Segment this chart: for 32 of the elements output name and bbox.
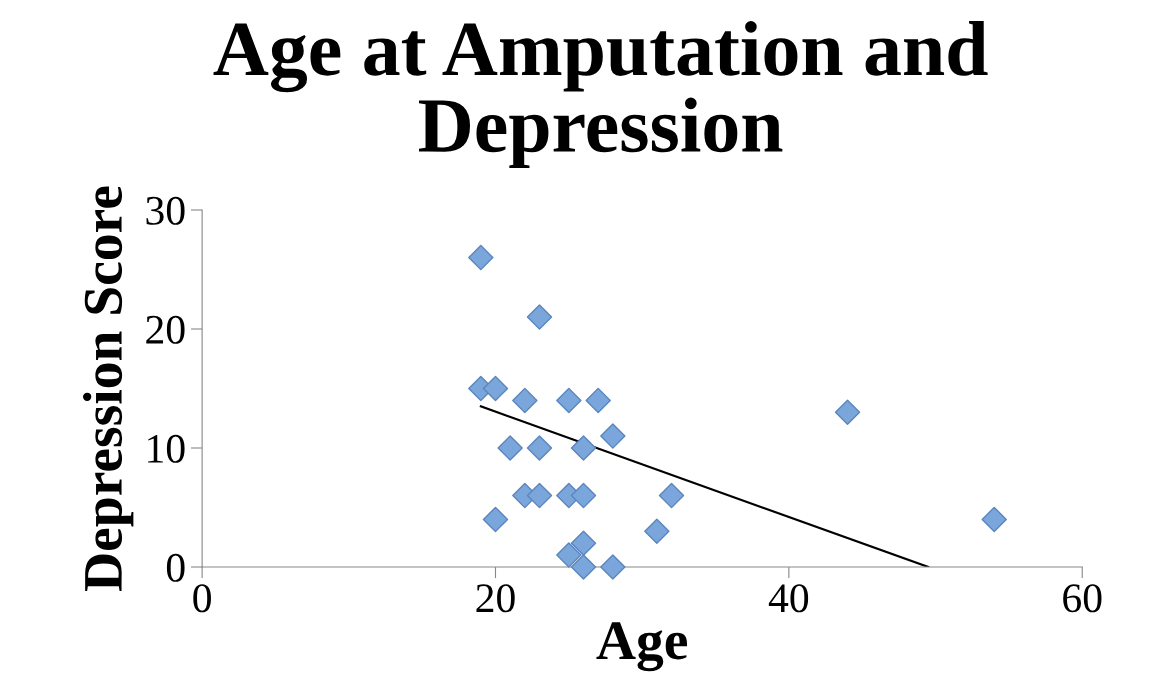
point [570,435,597,461]
point [585,387,611,414]
point [570,530,597,556]
point [981,506,1007,533]
x-axis-title: Age [596,622,688,672]
point [556,387,582,414]
point [526,304,553,330]
y-tick-label: 10 [148,434,185,463]
point [482,375,509,402]
point [468,244,494,271]
y-tick-label: 20 [146,315,185,344]
point [570,482,597,509]
y-tick-label: 30 [146,196,185,225]
point [834,399,861,426]
point [497,435,523,461]
point [526,482,553,509]
y-axis-title: Depression Score [82,186,134,591]
point [512,387,538,414]
x-tick-label: 20 [476,584,515,613]
point [556,542,582,568]
point [570,554,597,580]
chart-title: Age at Amputation and Depression [213,21,988,169]
point [600,423,626,449]
point [482,506,509,533]
x-tick-label: 40 [768,584,809,613]
x-tick-label: 60 [1063,584,1102,613]
point [526,435,553,461]
point [658,482,685,509]
point [600,554,626,580]
x-tick-label: 0 [193,584,211,613]
point [644,518,670,545]
y-tick-label: 0 [166,553,185,582]
